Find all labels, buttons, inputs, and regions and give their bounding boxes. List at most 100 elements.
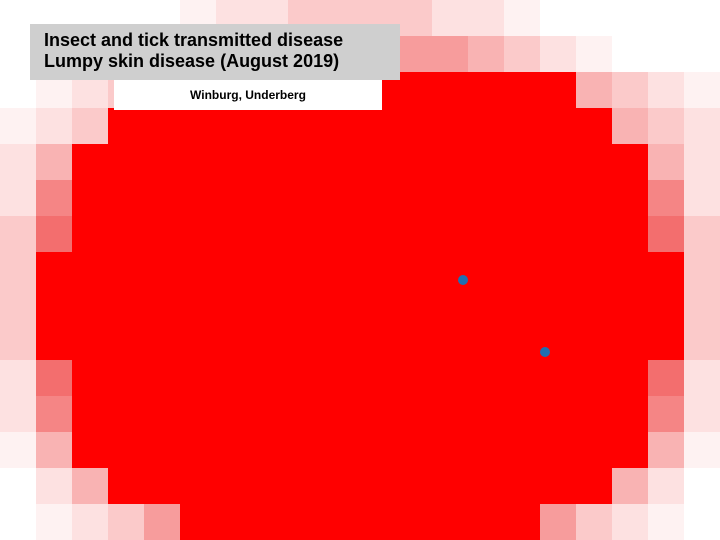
heatmap-cell	[0, 180, 36, 216]
heatmap-cell	[576, 72, 612, 108]
heatmap-cell	[684, 216, 720, 252]
heatmap-cell	[36, 216, 72, 252]
heatmap-cell	[36, 324, 72, 360]
heatmap-cell	[540, 36, 576, 72]
heatmap-cell	[396, 396, 432, 432]
heatmap-cell	[504, 36, 540, 72]
heatmap-cell	[468, 432, 504, 468]
heatmap-cell	[144, 144, 180, 180]
heatmap-cell	[540, 360, 576, 396]
heatmap-cell	[0, 360, 36, 396]
heatmap-cell	[684, 36, 720, 72]
heatmap-cell	[360, 108, 396, 144]
heatmap-cell	[216, 468, 252, 504]
heatmap-cell	[396, 180, 432, 216]
heatmap-cell	[684, 252, 720, 288]
heatmap-cell	[252, 504, 288, 540]
heatmap-cell	[144, 108, 180, 144]
heatmap-cell	[108, 216, 144, 252]
title-line-1: Insect and tick transmitted disease	[44, 30, 386, 51]
heatmap-cell	[648, 144, 684, 180]
heatmap-cell	[72, 324, 108, 360]
heatmap-cell	[144, 252, 180, 288]
heatmap-cell	[180, 504, 216, 540]
heatmap-cell	[468, 180, 504, 216]
heatmap-cell	[684, 108, 720, 144]
heatmap-cell	[108, 360, 144, 396]
heatmap-cell	[648, 216, 684, 252]
heatmap-cell	[72, 396, 108, 432]
heatmap-cell	[0, 288, 36, 324]
heatmap-cell	[252, 468, 288, 504]
heatmap-cell	[72, 360, 108, 396]
heatmap-cell	[540, 504, 576, 540]
heatmap-cell	[396, 144, 432, 180]
heatmap-cell	[324, 108, 360, 144]
heatmap-cell	[576, 396, 612, 432]
heatmap-cell	[324, 432, 360, 468]
heatmap-cell	[432, 0, 468, 36]
heatmap-cell	[0, 396, 36, 432]
heatmap-cell	[648, 36, 684, 72]
winburg-marker	[458, 275, 468, 285]
heatmap-cell	[216, 360, 252, 396]
heatmap-cell	[432, 36, 468, 72]
heatmap-cell	[144, 468, 180, 504]
heatmap-cell	[144, 396, 180, 432]
heatmap-cell	[504, 216, 540, 252]
heatmap-cell	[288, 144, 324, 180]
heatmap-cell	[108, 252, 144, 288]
heatmap-cell	[72, 108, 108, 144]
heatmap-cell	[216, 288, 252, 324]
heatmap-cell	[396, 504, 432, 540]
heatmap-cell	[252, 324, 288, 360]
heatmap-cell	[396, 252, 432, 288]
heatmap-cell	[72, 504, 108, 540]
heatmap-cell	[576, 360, 612, 396]
heatmap-cell	[324, 216, 360, 252]
heatmap-cell	[0, 468, 36, 504]
heatmap-cell	[612, 180, 648, 216]
heatmap-cell	[180, 144, 216, 180]
heatmap-cell	[36, 360, 72, 396]
heatmap-cell	[648, 504, 684, 540]
heatmap-cell	[324, 288, 360, 324]
heatmap-cell	[504, 180, 540, 216]
heatmap-cell	[612, 396, 648, 432]
heatmap-cell	[684, 468, 720, 504]
heatmap-cell	[180, 252, 216, 288]
heatmap-cell	[72, 432, 108, 468]
heatmap-cell	[504, 432, 540, 468]
title-box: Insect and tick transmitted disease Lump…	[30, 24, 400, 80]
heatmap-cell	[360, 288, 396, 324]
heatmap-cell	[684, 72, 720, 108]
heatmap-cell	[504, 252, 540, 288]
heatmap-cell	[684, 288, 720, 324]
heatmap-cell	[324, 144, 360, 180]
heatmap-cell	[0, 144, 36, 180]
heatmap-cell	[540, 180, 576, 216]
heatmap-cell	[468, 0, 504, 36]
heatmap-cell	[144, 360, 180, 396]
heatmap-cell	[360, 468, 396, 504]
heatmap-cell	[576, 252, 612, 288]
heatmap-cell	[432, 324, 468, 360]
heatmap-cell	[324, 504, 360, 540]
heatmap-cell	[252, 360, 288, 396]
heatmap-cell	[216, 324, 252, 360]
heatmap-cell	[468, 396, 504, 432]
heatmap-cell	[468, 468, 504, 504]
heatmap-cell	[684, 0, 720, 36]
heatmap-cell	[108, 396, 144, 432]
heatmap-cell	[108, 180, 144, 216]
heatmap-cell	[396, 432, 432, 468]
heatmap-cell	[504, 396, 540, 432]
heatmap-cell	[612, 72, 648, 108]
heatmap-cell	[576, 36, 612, 72]
heatmap-cell	[180, 180, 216, 216]
heatmap-cell	[684, 360, 720, 396]
heatmap-cell	[576, 180, 612, 216]
heatmap-cell	[468, 252, 504, 288]
heatmap-cell	[504, 468, 540, 504]
heatmap-cell	[216, 180, 252, 216]
